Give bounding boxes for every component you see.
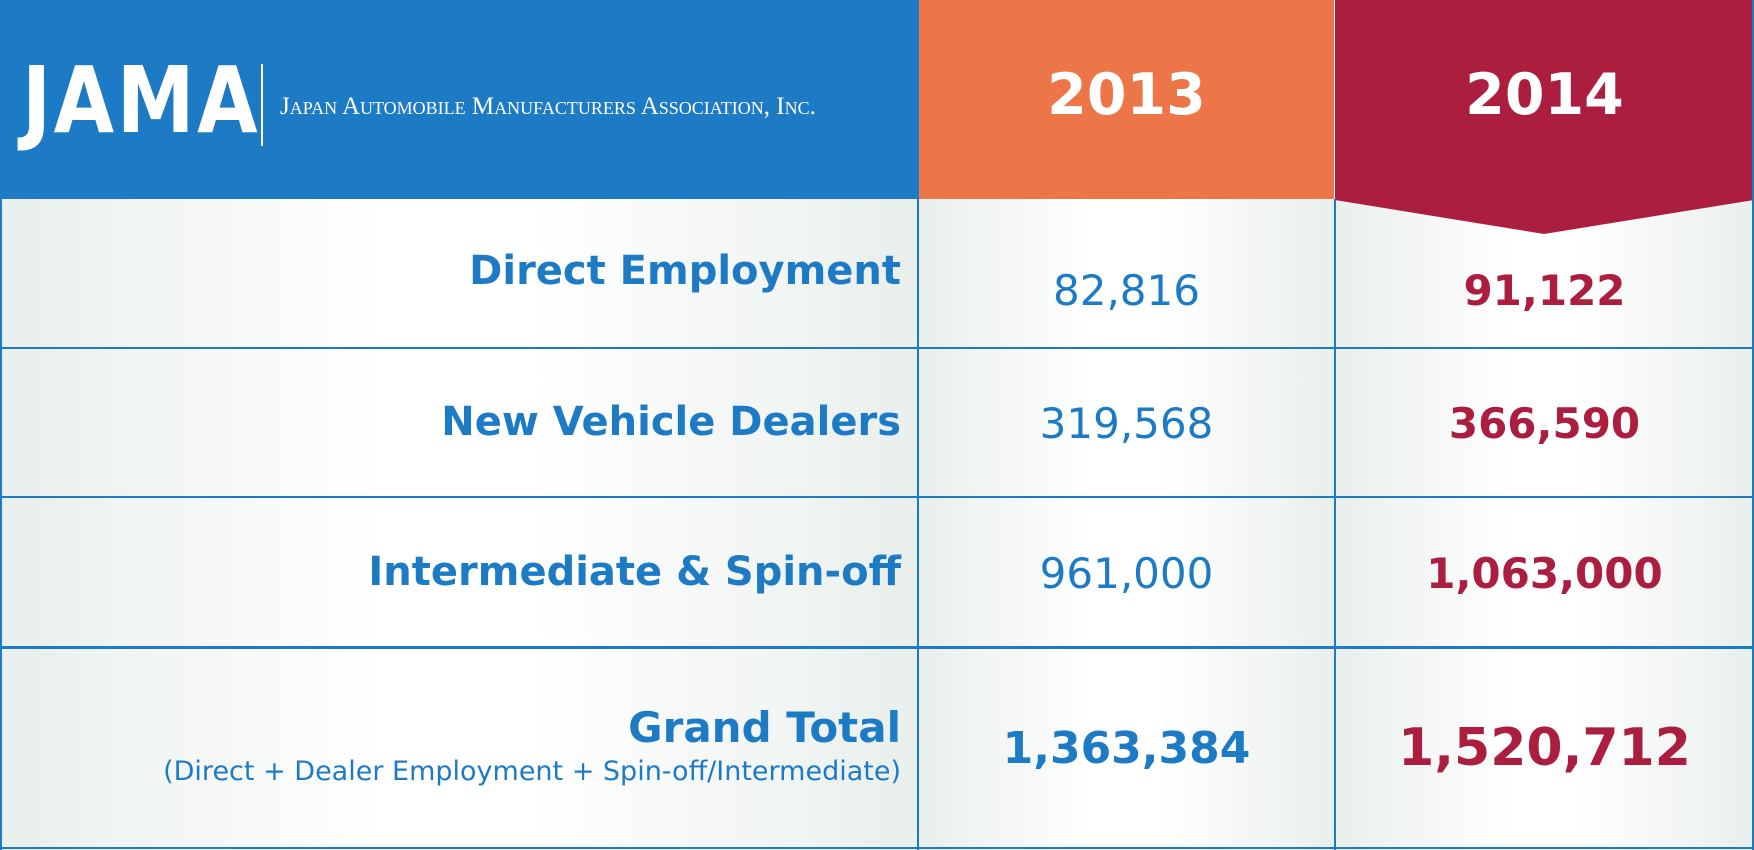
value-2013-direct-employment: 82,816	[1053, 266, 1200, 315]
total-value-2014: 1,520,712	[1398, 718, 1691, 778]
total-divider	[0, 646, 1754, 649]
header-brand-cell	[0, 0, 918, 199]
column-2014	[1335, 199, 1754, 850]
column-header-2013: 2013	[1047, 62, 1206, 128]
row-divider	[0, 347, 1754, 349]
column-2013	[919, 199, 1334, 850]
value-2014-intermediate-spin-off: 1,063,000	[1426, 549, 1663, 598]
row-label-direct-employment: Direct Employment	[469, 248, 901, 294]
logo-divider	[261, 64, 263, 146]
row-divider	[0, 496, 1754, 498]
table-border-bottom	[0, 847, 1754, 849]
value-2014-new-vehicle-dealers: 366,590	[1448, 399, 1641, 448]
total-label: Grand Total	[628, 703, 901, 752]
row-label-new-vehicle-dealers: New Vehicle Dealers	[441, 399, 901, 445]
total-value-2013: 1,363,384	[1002, 723, 1251, 774]
value-2013-new-vehicle-dealers: 319,568	[1039, 399, 1214, 448]
jama-logo: JAMA	[22, 47, 261, 154]
header-2013-cell	[919, 0, 1334, 199]
table-border-right	[1752, 0, 1754, 850]
value-2013-intermediate-spin-off: 961,000	[1039, 549, 1214, 598]
label-column	[0, 199, 918, 850]
column-divider	[917, 0, 919, 850]
table-border-left	[0, 199, 2, 850]
row-label-intermediate-spin-off: Intermediate & Spin-off	[368, 549, 901, 595]
column-divider	[1334, 199, 1336, 850]
organization-name: Japan Automobile Manufacturers Associati…	[280, 93, 816, 120]
header-2014-chevron	[1335, 0, 1754, 234]
total-sublabel: (Direct + Dealer Employment + Spin-off/I…	[163, 756, 901, 787]
column-header-2014-label: 2014	[1465, 62, 1624, 128]
value-2014-direct-employment: 91,122	[1463, 266, 1626, 315]
